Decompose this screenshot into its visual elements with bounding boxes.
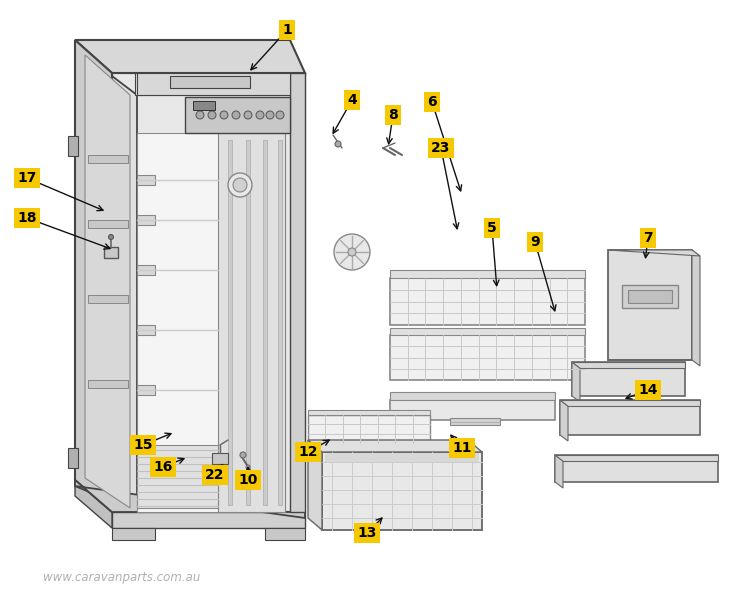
Circle shape bbox=[335, 141, 341, 147]
Polygon shape bbox=[308, 440, 322, 530]
Circle shape bbox=[244, 111, 252, 119]
Polygon shape bbox=[555, 455, 563, 488]
Polygon shape bbox=[135, 73, 280, 95]
Polygon shape bbox=[390, 328, 585, 335]
Polygon shape bbox=[75, 480, 112, 528]
Circle shape bbox=[266, 111, 274, 119]
Polygon shape bbox=[137, 385, 155, 395]
Circle shape bbox=[348, 248, 356, 256]
Text: 5: 5 bbox=[488, 221, 496, 235]
Text: 16: 16 bbox=[153, 460, 173, 474]
Circle shape bbox=[232, 111, 240, 119]
Circle shape bbox=[246, 465, 250, 469]
Text: 1: 1 bbox=[282, 23, 292, 37]
Polygon shape bbox=[390, 392, 555, 400]
Text: 6: 6 bbox=[427, 95, 436, 109]
Polygon shape bbox=[308, 410, 430, 415]
Circle shape bbox=[240, 452, 246, 458]
Polygon shape bbox=[137, 133, 285, 512]
Polygon shape bbox=[628, 290, 672, 303]
Polygon shape bbox=[137, 175, 155, 185]
Circle shape bbox=[334, 234, 370, 270]
Polygon shape bbox=[572, 362, 580, 402]
Polygon shape bbox=[278, 140, 282, 505]
Polygon shape bbox=[390, 278, 585, 325]
Text: 11: 11 bbox=[452, 441, 472, 455]
Polygon shape bbox=[137, 265, 155, 275]
Polygon shape bbox=[137, 73, 290, 95]
Polygon shape bbox=[112, 512, 305, 528]
Circle shape bbox=[208, 111, 216, 119]
Text: 4: 4 bbox=[347, 93, 357, 107]
Polygon shape bbox=[88, 295, 128, 303]
Text: 15: 15 bbox=[134, 438, 153, 452]
Polygon shape bbox=[572, 362, 685, 396]
Polygon shape bbox=[170, 76, 250, 88]
Polygon shape bbox=[212, 453, 228, 464]
Polygon shape bbox=[390, 400, 555, 420]
Polygon shape bbox=[185, 97, 290, 133]
Text: 7: 7 bbox=[644, 231, 652, 245]
Polygon shape bbox=[560, 400, 568, 441]
Polygon shape bbox=[218, 133, 285, 512]
Circle shape bbox=[196, 111, 204, 119]
Text: 13: 13 bbox=[357, 526, 376, 540]
Polygon shape bbox=[137, 215, 155, 225]
Polygon shape bbox=[290, 73, 305, 512]
Polygon shape bbox=[88, 220, 128, 228]
Text: 9: 9 bbox=[530, 235, 540, 249]
Polygon shape bbox=[88, 155, 128, 163]
Polygon shape bbox=[85, 55, 130, 508]
Text: 10: 10 bbox=[238, 473, 258, 487]
Polygon shape bbox=[322, 452, 482, 530]
Circle shape bbox=[109, 234, 113, 240]
Circle shape bbox=[220, 111, 228, 119]
Polygon shape bbox=[390, 270, 585, 278]
Polygon shape bbox=[112, 73, 305, 512]
Polygon shape bbox=[104, 247, 118, 258]
Polygon shape bbox=[68, 448, 78, 468]
Polygon shape bbox=[325, 453, 479, 462]
Polygon shape bbox=[560, 400, 700, 435]
Polygon shape bbox=[560, 400, 700, 406]
Polygon shape bbox=[75, 480, 305, 518]
Polygon shape bbox=[88, 380, 128, 388]
Polygon shape bbox=[555, 455, 718, 482]
Polygon shape bbox=[75, 48, 85, 478]
Polygon shape bbox=[75, 48, 137, 512]
Text: 22: 22 bbox=[206, 468, 225, 482]
Polygon shape bbox=[137, 325, 155, 335]
Circle shape bbox=[228, 173, 252, 197]
Circle shape bbox=[276, 111, 284, 119]
Polygon shape bbox=[228, 140, 232, 505]
Polygon shape bbox=[390, 335, 585, 380]
Polygon shape bbox=[75, 40, 112, 512]
Polygon shape bbox=[308, 415, 430, 443]
Polygon shape bbox=[692, 250, 700, 366]
Circle shape bbox=[233, 178, 247, 192]
Polygon shape bbox=[608, 250, 692, 360]
Polygon shape bbox=[246, 140, 250, 505]
Polygon shape bbox=[68, 136, 78, 156]
Polygon shape bbox=[265, 528, 305, 540]
Text: www.caravanparts.com.au: www.caravanparts.com.au bbox=[44, 572, 201, 584]
Polygon shape bbox=[308, 440, 482, 452]
Polygon shape bbox=[572, 362, 685, 368]
Text: 12: 12 bbox=[298, 445, 318, 459]
Polygon shape bbox=[193, 101, 215, 110]
Polygon shape bbox=[263, 140, 267, 505]
Polygon shape bbox=[555, 455, 718, 461]
Text: 18: 18 bbox=[17, 211, 37, 225]
Polygon shape bbox=[75, 40, 305, 73]
Polygon shape bbox=[622, 285, 678, 308]
Text: 17: 17 bbox=[17, 171, 37, 185]
Polygon shape bbox=[450, 418, 500, 425]
Text: 14: 14 bbox=[638, 383, 658, 397]
Circle shape bbox=[256, 111, 264, 119]
Text: 8: 8 bbox=[388, 108, 398, 122]
Polygon shape bbox=[112, 528, 155, 540]
Text: 23: 23 bbox=[431, 141, 451, 155]
Polygon shape bbox=[137, 445, 218, 508]
Polygon shape bbox=[608, 250, 700, 256]
